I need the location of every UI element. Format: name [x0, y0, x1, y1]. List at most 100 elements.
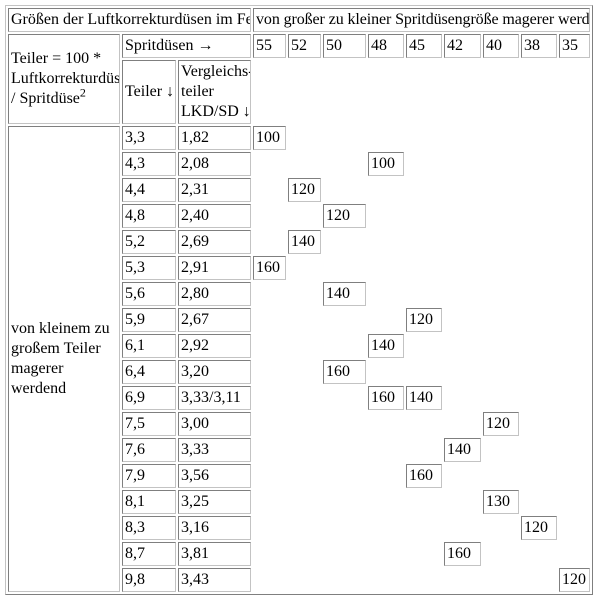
empty-cell: [559, 204, 590, 228]
empty-cell: [521, 152, 557, 176]
empty-cell: [368, 126, 404, 150]
empty-cell: [253, 516, 286, 540]
empty-cell: [559, 334, 590, 358]
empty-cell: [368, 178, 404, 202]
title-row: Größen der Luftkorrekturdüsen im Feld vo…: [8, 8, 591, 32]
teiler-value-cell: 5,9: [122, 308, 176, 332]
empty-cell: [288, 516, 321, 540]
empty-cell: [559, 230, 590, 254]
empty-cell: [521, 230, 557, 254]
empty-cell: [368, 282, 404, 306]
empty-cell: [559, 308, 590, 332]
empty-cell: [483, 60, 519, 124]
empty-cell: [521, 334, 557, 358]
empty-cell: [368, 412, 404, 436]
vergleichsteiler-value-cell: 2,40: [178, 204, 252, 228]
empty-cell: [406, 516, 442, 540]
empty-cell: [288, 126, 321, 150]
empty-cell: [368, 490, 404, 514]
lkd-value-cell-48: 100: [368, 152, 405, 176]
empty-cell: [323, 490, 366, 514]
empty-cell: [288, 360, 321, 384]
lkd-value-cell-42: 160: [444, 542, 482, 566]
empty-cell: [559, 464, 590, 488]
empty-cell: [559, 60, 590, 124]
empty-cell: [323, 438, 366, 462]
empty-cell: [483, 334, 519, 358]
empty-cell: [406, 334, 442, 358]
empty-cell: [559, 360, 590, 384]
lkd-value-cell-50: 120: [323, 204, 367, 228]
empty-cell: [406, 204, 442, 228]
empty-cell: [323, 386, 366, 410]
empty-cell: [368, 230, 404, 254]
empty-cell: [253, 60, 286, 124]
empty-cell: [483, 568, 519, 592]
empty-cell: [483, 204, 519, 228]
teiler-value-cell: 6,4: [122, 360, 176, 384]
vergleichsteiler-value-cell: 2,92: [178, 334, 252, 358]
empty-cell: [521, 438, 557, 462]
lkd-value-cell-40: 120: [483, 412, 520, 436]
empty-cell: [483, 178, 519, 202]
empty-cell: [406, 568, 442, 592]
teiler-value-cell: 4,4: [122, 178, 176, 202]
empty-cell: [444, 568, 481, 592]
table-row: 8,7 3,81 160: [8, 542, 590, 566]
empty-cell: [483, 230, 519, 254]
empty-cell: [253, 230, 286, 254]
empty-cell: [323, 568, 366, 592]
empty-cell: [323, 412, 366, 436]
empty-cell: [444, 152, 481, 176]
table-row: 5,3 2,91 160: [8, 256, 590, 280]
empty-cell: [406, 126, 442, 150]
table-row: 4,8 2,40 120: [8, 204, 590, 228]
empty-cell: [483, 126, 519, 150]
empty-cell: [368, 204, 404, 228]
teiler-value-cell: 3,3: [122, 126, 176, 150]
empty-cell: [288, 438, 321, 462]
jet-correlation-table: Größen der Luftkorrekturdüsen im Feld vo…: [5, 5, 594, 595]
empty-cell: [406, 152, 442, 176]
empty-cell: [253, 386, 286, 410]
empty-cell: [288, 282, 321, 306]
empty-cell: [483, 282, 519, 306]
empty-cell: [521, 464, 557, 488]
empty-cell: [368, 360, 404, 384]
empty-cell: [288, 490, 321, 514]
jet-column-header-50: 50: [323, 34, 367, 58]
header-left-cell: Größen der Luftkorrekturdüsen im Feld: [8, 8, 252, 32]
empty-cell: [288, 542, 321, 566]
header-right-cell: von großer zu kleiner Spritdüsengröße ma…: [253, 8, 591, 32]
empty-cell: [288, 204, 321, 228]
empty-cell: [483, 542, 519, 566]
empty-cell: [368, 568, 404, 592]
empty-cell: [253, 490, 286, 514]
lkd-value-cell-45: 120: [406, 308, 443, 332]
teiler-value-cell: 4,8: [122, 204, 176, 228]
vergleichsteiler-value-cell: 2,91: [178, 256, 252, 280]
empty-cell: [288, 334, 321, 358]
lkd-value-cell-35: 120: [559, 568, 591, 592]
empty-cell: [368, 256, 404, 280]
jet-column-header-35: 35: [559, 34, 591, 58]
empty-cell: [253, 334, 286, 358]
empty-cell: [406, 360, 442, 384]
empty-cell: [406, 60, 442, 124]
formula-cell: Teiler = 100 * Luftkorrekturdüse / Spritdü…: [8, 34, 120, 124]
lkd-value-cell-45: 160: [406, 464, 443, 488]
empty-cell: [406, 282, 442, 306]
empty-cell: [323, 152, 366, 176]
empty-cell: [521, 282, 557, 306]
lkd-value-cell-42: 140: [444, 438, 482, 462]
lkd-value-cell-55: 160: [253, 256, 287, 280]
jet-column-header-38: 38: [521, 34, 558, 58]
empty-cell: [559, 412, 590, 436]
spritduesen-header-cell: Spritdüsen →: [122, 34, 252, 58]
table-row: von kleinem zu großem Teiler magerer werde…: [8, 126, 590, 592]
teiler-value-cell: 5,3: [122, 256, 176, 280]
teiler-value-cell: 5,6: [122, 282, 176, 306]
empty-cell: [483, 386, 519, 410]
table-row: 7,6 3,33 140: [8, 438, 590, 462]
vergleichsteiler-value-cell: 3,43: [178, 568, 252, 592]
